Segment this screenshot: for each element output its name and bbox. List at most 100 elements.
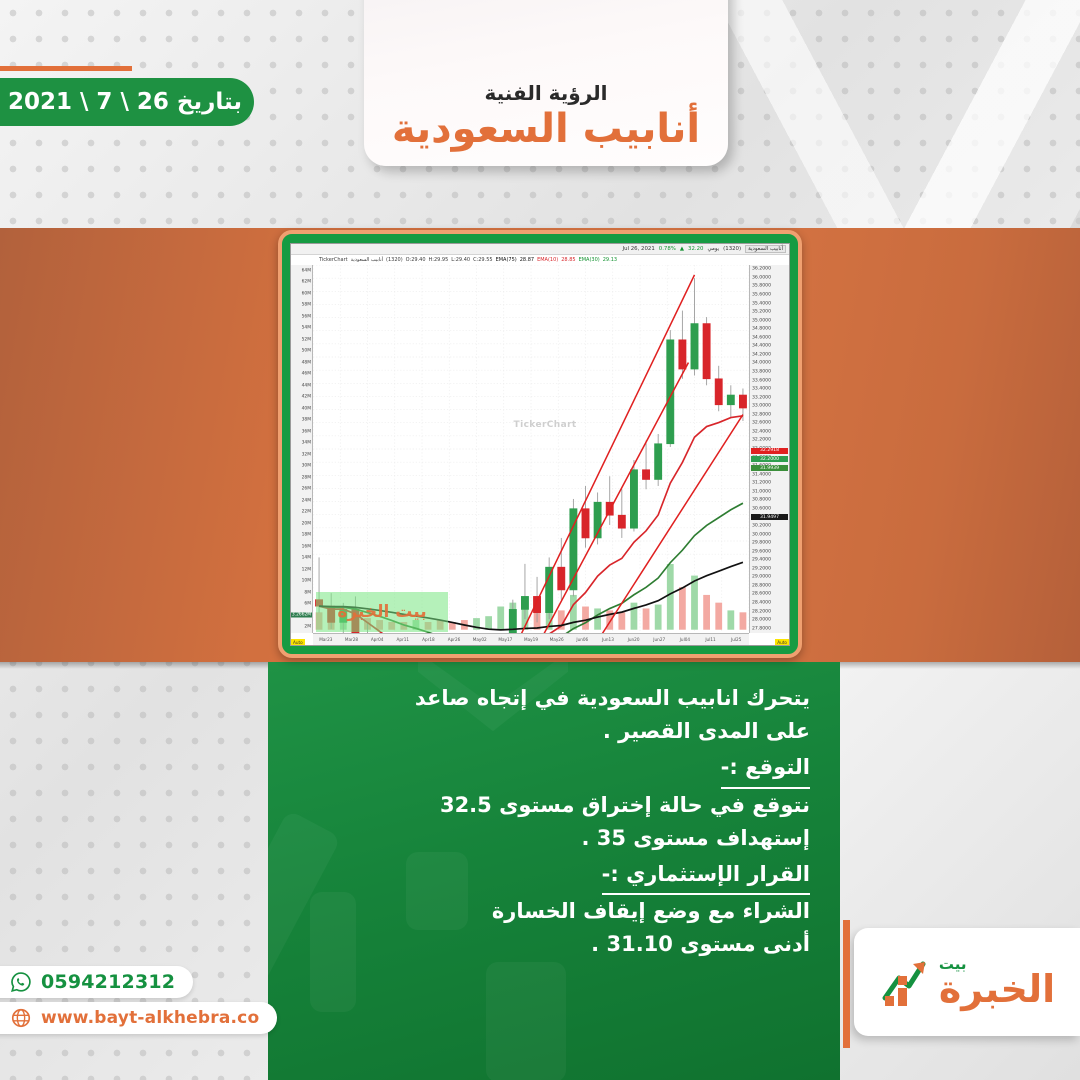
- volume-tick: 48M: [301, 360, 311, 366]
- chart-change-percent: 0.78%: [658, 246, 676, 252]
- chart-toolbar-quote: TickerChart أنابيب السعودية (1320) O:29.…: [291, 255, 789, 265]
- chart-up-arrow-icon: ▲: [679, 246, 685, 252]
- price-tick: 32.6000: [752, 420, 771, 426]
- logo-large-text: الخبرة: [938, 966, 1056, 1011]
- date-tick: Apr18: [422, 637, 435, 642]
- chart-last-price: 32.20: [688, 246, 704, 252]
- price-tick: 32.2000: [752, 437, 771, 443]
- panel-decoration-2: [310, 892, 356, 1012]
- date-badge-label: بتاريخ 26 \ 7 \ 2021: [7, 89, 242, 115]
- volume-tick: 44M: [301, 383, 311, 389]
- volume-tick: 20M: [301, 521, 311, 527]
- forecast-header: التوقع :-: [720, 751, 810, 789]
- price-tick: 31.2000: [752, 480, 771, 486]
- logo: بيت الخبرة: [879, 954, 1055, 1010]
- price-tick: 28.4000: [752, 600, 771, 606]
- chart-ema30-label: EMA(30): [578, 257, 600, 263]
- volume-tick: 14M: [301, 555, 311, 561]
- date-badge: بتاريخ 26 \ 7 \ 2021: [0, 78, 254, 126]
- globe-icon: [11, 1008, 31, 1028]
- chart-window[interactable]: أنابيب السعودية (1320) يومي 32.20 ▲ 0.78…: [290, 243, 790, 646]
- price-tick: 34.8000: [752, 326, 771, 332]
- logo-card: بيت الخبرة: [854, 928, 1080, 1036]
- volume-tick: 36M: [301, 429, 311, 435]
- date-tick: May17: [498, 637, 513, 642]
- volume-tick: 32M: [301, 452, 311, 458]
- price-tick: 28.2000: [752, 609, 771, 615]
- price-tick: 30.6000: [752, 506, 771, 512]
- price-tick: 35.0000: [752, 318, 771, 324]
- chart-high: H:29.95: [428, 257, 449, 263]
- bayt-watermark-text: بيت الخبرة: [337, 602, 427, 622]
- chart-symbol-code: (1320): [723, 246, 742, 252]
- whatsapp-contact-pill[interactable]: 0594212312: [0, 966, 194, 998]
- price-tick: 34.0000: [752, 360, 771, 366]
- price-tick: 27.8000: [752, 626, 771, 632]
- date-tick: Jun13: [602, 637, 614, 642]
- volume-tick: 42M: [301, 394, 311, 400]
- chart-ema75-value: 28.87: [519, 257, 535, 263]
- price-tick: 29.6000: [752, 549, 771, 555]
- chart-provider-label: TickerChart: [319, 257, 348, 263]
- volume-tick: 8M: [304, 590, 311, 596]
- volume-tick: 56M: [301, 314, 311, 320]
- volume-tick: 12M: [301, 567, 311, 573]
- date-tick: Mar28: [344, 637, 359, 642]
- page-title: أنابيب السعودية: [391, 106, 701, 153]
- auto-scale-right-tag[interactable]: Auto: [775, 639, 789, 645]
- chart-ema10-value: 28.85: [561, 257, 576, 263]
- date-tick: Jul04: [679, 637, 691, 642]
- price-tick: 34.4000: [752, 343, 771, 349]
- forecast-line-2: إستهداف مستوى 35 .: [581, 825, 810, 850]
- price-tick: 32.8000: [752, 412, 771, 418]
- chart-svg: [313, 265, 749, 633]
- website-url: www.bayt-alkhebra.co: [41, 1008, 260, 1028]
- price-tick: 35.6000: [752, 292, 771, 298]
- price-marker-tag: 32.2918: [751, 447, 788, 454]
- volume-tick: 22M: [301, 509, 311, 515]
- date-rule-accent: [0, 66, 132, 71]
- forecast-line-1: نتوقع في حالة إختراق مستوى 32.5: [439, 792, 810, 817]
- price-tick: 31.0000: [752, 489, 771, 495]
- price-tick: 35.4000: [752, 301, 771, 306]
- chart-close: C:29.55: [473, 257, 493, 263]
- chart-low: L:29.40: [451, 257, 471, 263]
- title-card: الرؤية الفنية أنابيب السعودية: [364, 0, 728, 166]
- volume-tick: 62M: [301, 279, 311, 285]
- price-tick: 29.4000: [752, 557, 771, 563]
- volume-tick: 26M: [301, 486, 311, 492]
- date-axis: Mar23 Mar28 Apr04 Apr11 Apr18 Apr26 May02 May17…: [313, 633, 749, 645]
- volume-tick: 16M: [301, 544, 311, 550]
- website-contact-pill[interactable]: www.bayt-alkhebra.co: [0, 1002, 278, 1034]
- price-marker-tag: 32.2000: [751, 456, 788, 463]
- logo-accent-bar: [843, 920, 850, 1048]
- chart-ema30-value: 29.13: [602, 257, 618, 263]
- price-tick: 33.8000: [752, 369, 771, 375]
- volume-tick: 50M: [301, 348, 311, 354]
- volume-tick: 10M: [301, 578, 311, 584]
- decision-header: القرار الإستثماري :-: [601, 858, 810, 896]
- chart-quote-code: (1320): [386, 257, 403, 263]
- price-tick: 36.2000: [752, 266, 771, 272]
- panel-decoration-4: [486, 962, 566, 1080]
- volume-tick: 34M: [301, 440, 311, 446]
- date-tick: Jul11: [705, 637, 716, 642]
- phone-number: 0594212312: [41, 971, 176, 993]
- analysis-line-2: على المدى القصير .: [602, 719, 810, 744]
- date-tick: May26: [549, 637, 564, 642]
- chart-canvas[interactable]: TickerChart بيت الخبرة: [313, 265, 749, 633]
- logo-wordmark: بيت الخبرة: [938, 956, 1056, 1011]
- volume-tick: 60M: [301, 291, 311, 297]
- date-tick: Apr26: [447, 637, 461, 642]
- volume-tick: 28M: [301, 475, 311, 481]
- chart-ema75-label: EMA(75): [495, 257, 517, 263]
- price-tick: 30.2000: [752, 523, 771, 529]
- auto-scale-left-tag[interactable]: Auto: [291, 639, 305, 645]
- bayt-alkhebra-watermark: بيت الخبرة: [316, 592, 448, 632]
- title-kicker: الرؤية الفنية: [484, 81, 608, 106]
- volume-tick: 52M: [301, 337, 311, 343]
- volume-tick: 30M: [301, 463, 311, 469]
- price-tick: 34.2000: [752, 352, 771, 358]
- chart-timeframe[interactable]: يومي: [707, 246, 720, 252]
- whatsapp-icon: [11, 972, 31, 993]
